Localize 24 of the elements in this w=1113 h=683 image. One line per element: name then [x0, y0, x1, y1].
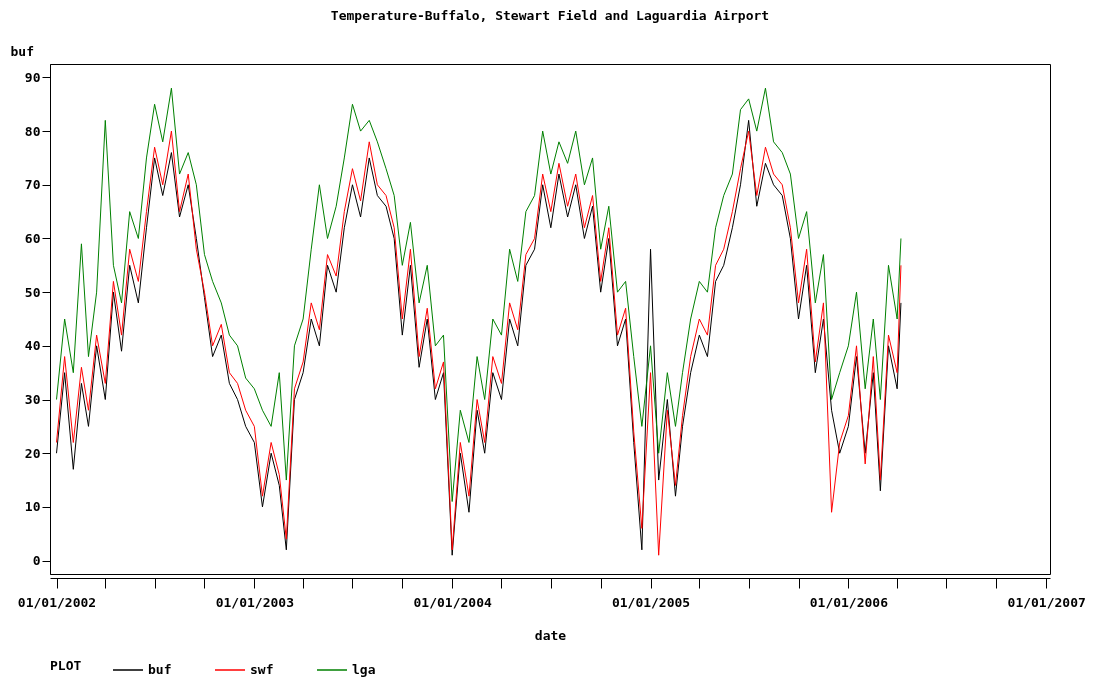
y-tick-label: 30 — [24, 392, 41, 408]
y-tick-label: 90 — [24, 69, 41, 85]
x-tick-label: 01/01/2006 — [809, 594, 889, 610]
x-tick-label: 01/01/2002 — [17, 594, 97, 610]
legend-label: buf — [148, 662, 172, 677]
legend-title: PLOT — [50, 658, 82, 673]
y-tick-label: 70 — [24, 177, 41, 193]
y-tick-label: 40 — [24, 338, 41, 354]
x-tick-label: 01/01/2005 — [611, 594, 691, 610]
legend-label: lga — [352, 662, 376, 677]
y-axis-title: buf — [10, 43, 34, 59]
y-tick-label: 50 — [24, 284, 41, 300]
line-series — [56, 87, 902, 503]
x-axis-title: date — [534, 627, 567, 643]
y-tick-label: 80 — [24, 123, 41, 139]
y-tick-label: 20 — [24, 445, 41, 461]
chart-title: Temperature-Buffalo, Stewart Field and Laguardia Airport — [330, 8, 770, 23]
y-tick-label: 0 — [32, 553, 41, 569]
y-tick-label: 10 — [24, 499, 41, 515]
y-tick-label: 60 — [24, 230, 41, 246]
x-tick-label: 01/01/2007 — [1007, 594, 1086, 610]
x-tick-label: 01/01/2003 — [215, 594, 294, 610]
legend-label: swf — [250, 662, 274, 677]
x-tick-label: 01/01/2004 — [413, 594, 492, 610]
